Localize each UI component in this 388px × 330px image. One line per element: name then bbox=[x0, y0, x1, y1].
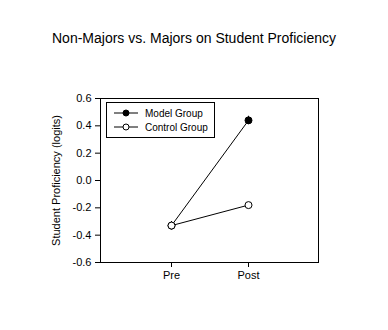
svg-text:0.6: 0.6 bbox=[76, 92, 91, 104]
svg-text:-0.4: -0.4 bbox=[73, 229, 92, 241]
svg-text:Student Proficiency (logits): Student Proficiency (logits) bbox=[50, 115, 62, 246]
svg-text:-0.2: -0.2 bbox=[73, 201, 92, 213]
svg-text:Pre: Pre bbox=[163, 269, 180, 281]
svg-text:Post: Post bbox=[237, 269, 259, 281]
svg-text:0.4: 0.4 bbox=[76, 119, 91, 131]
html-text:Model Group: Model Group bbox=[145, 107, 203, 119]
html-text:Control Group: Control Group bbox=[145, 121, 208, 133]
svg-text:-0.6: -0.6 bbox=[73, 256, 92, 268]
svg-text:0.2: 0.2 bbox=[76, 147, 91, 159]
html-text:Non-Majors vs. Majors on Stude: Non-Majors vs. Majors on Student Profici… bbox=[52, 30, 336, 46]
svg-text:0.0: 0.0 bbox=[76, 174, 91, 186]
